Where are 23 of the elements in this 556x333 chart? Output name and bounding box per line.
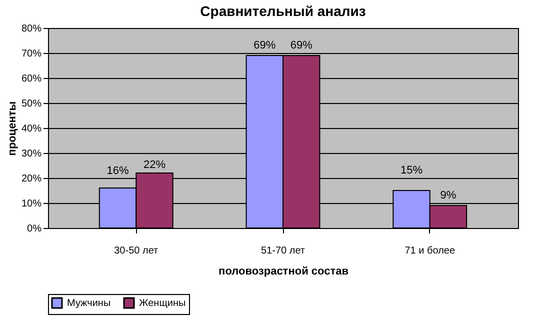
legend-label: Женщины	[139, 298, 186, 309]
y-tick-label: 80%	[21, 24, 42, 34]
y-tick-label: 50%	[21, 98, 42, 110]
data-label: 9%	[440, 190, 456, 202]
x-tick-label: 30-50 лет	[114, 246, 159, 256]
data-label: 16%	[106, 165, 129, 177]
legend-label: Мужчины	[67, 298, 111, 309]
y-tick-label: 40%	[21, 124, 42, 134]
y-tick-label: 60%	[21, 74, 42, 84]
data-label: 15%	[400, 164, 423, 176]
data-label: 22%	[143, 159, 166, 171]
y-axis-title: проценты	[6, 101, 18, 156]
y-tick-label: 10%	[21, 198, 42, 210]
data-label: 69%	[290, 40, 313, 52]
x-axis-title: половозрастной состав	[218, 266, 349, 278]
y-tick-label: 0%	[27, 224, 42, 234]
data-label: 69%	[254, 40, 276, 52]
y-tick-label: 20%	[21, 174, 42, 184]
chart-title: Сравнительный анализ	[200, 3, 366, 19]
y-tick-label: 70%	[21, 48, 42, 60]
y-tick-label: 30%	[21, 148, 42, 160]
x-tick-label: 51-70 лет	[261, 246, 306, 256]
x-tick-label: 71 и более	[404, 246, 456, 256]
